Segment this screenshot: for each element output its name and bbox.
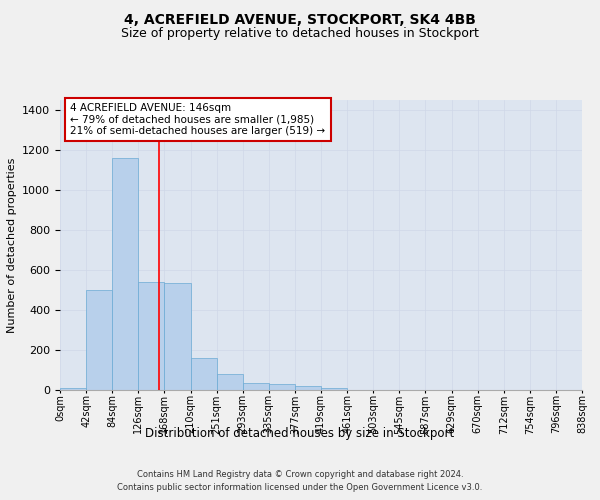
Bar xyxy=(269,384,295,390)
Text: 4, ACREFIELD AVENUE, STOCKPORT, SK4 4BB: 4, ACREFIELD AVENUE, STOCKPORT, SK4 4BB xyxy=(124,12,476,26)
Bar xyxy=(295,386,321,390)
Text: 4 ACREFIELD AVENUE: 146sqm
← 79% of detached houses are smaller (1,985)
21% of s: 4 ACREFIELD AVENUE: 146sqm ← 79% of deta… xyxy=(70,103,326,136)
Bar xyxy=(60,388,86,390)
Bar xyxy=(112,158,139,390)
Bar xyxy=(243,383,269,390)
Y-axis label: Number of detached properties: Number of detached properties xyxy=(7,158,17,332)
Bar xyxy=(164,283,191,390)
Bar xyxy=(86,290,112,390)
Bar xyxy=(217,374,243,390)
Bar xyxy=(191,358,217,390)
Text: Distribution of detached houses by size in Stockport: Distribution of detached houses by size … xyxy=(145,428,455,440)
Bar xyxy=(321,388,347,390)
Text: Size of property relative to detached houses in Stockport: Size of property relative to detached ho… xyxy=(121,28,479,40)
Text: Contains HM Land Registry data © Crown copyright and database right 2024.
Contai: Contains HM Land Registry data © Crown c… xyxy=(118,470,482,492)
Bar xyxy=(139,282,164,390)
